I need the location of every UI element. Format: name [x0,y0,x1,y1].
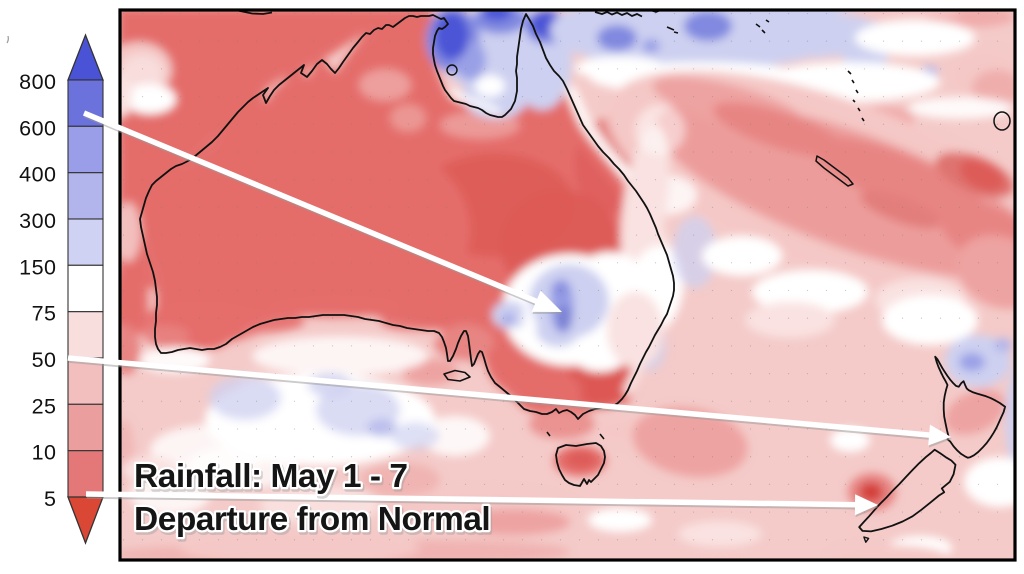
svg-text:75: 75 [32,302,57,326]
svg-text:Rainfall: May 1 - 7: Rainfall: May 1 - 7 [134,458,407,495]
svg-text:800: 800 [19,70,56,94]
svg-text:Departure from Normal: Departure from Normal [136,504,492,541]
svg-text:25: 25 [32,394,57,418]
svg-text:Departure from Normal: Departure from Normal [134,501,490,538]
svg-text:5: 5 [44,487,56,511]
svg-text:400: 400 [19,163,56,187]
svg-text:50: 50 [32,348,57,372]
svg-text:300: 300 [19,209,56,233]
svg-text:150: 150 [19,255,56,279]
svg-text:600: 600 [19,116,56,140]
svg-text:10: 10 [32,441,57,465]
svg-text:Rainfall: May 1 - 7: Rainfall: May 1 - 7 [136,461,409,498]
